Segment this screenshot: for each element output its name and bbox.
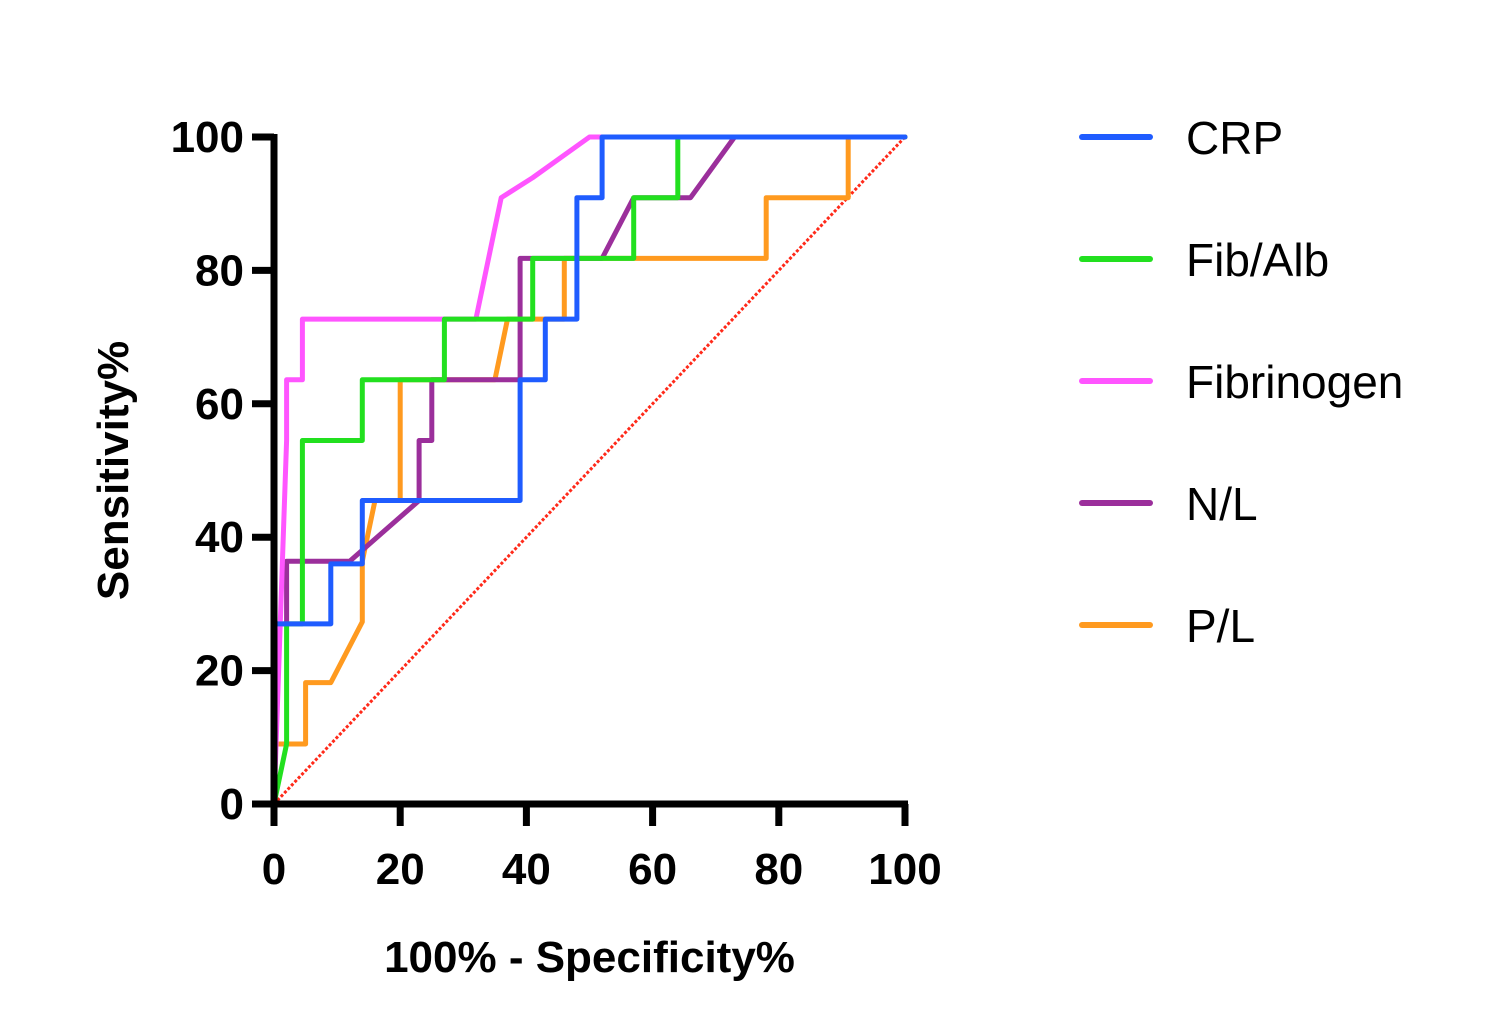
reference-layer: [272, 135, 907, 806]
legend: CRP Fib/Alb Fibrinogen N/L P/L: [1079, 112, 1403, 652]
y-tick-label-40: 40: [195, 513, 244, 562]
series-line-crp: [271, 134, 908, 807]
ticks-layer: 0 20 40 60 80 100 0 20 40 60 80 100: [171, 113, 942, 894]
x-tick-label-80: 80: [754, 845, 803, 894]
legend-label-n-l: N/L: [1186, 478, 1258, 530]
y-tick-label-20: 20: [195, 647, 244, 696]
series-layer: [271, 134, 908, 807]
y-tick-label-100: 100: [171, 113, 244, 162]
y-tick-label-0: 0: [220, 780, 244, 829]
reference-diagonal-line: [272, 135, 907, 806]
x-tick-label-100: 100: [868, 845, 941, 894]
x-tick-label-60: 60: [628, 845, 677, 894]
legend-label-crp: CRP: [1186, 112, 1283, 164]
series-line-fibrinogen: [271, 134, 908, 807]
y-tick-label-80: 80: [195, 246, 244, 295]
y-tick-label-60: 60: [195, 380, 244, 429]
legend-label-fib-alb: Fib/Alb: [1186, 234, 1329, 286]
x-axis-title: 100% - Specificity%: [384, 933, 795, 982]
legend-label-fibrinogen: Fibrinogen: [1186, 356, 1403, 408]
x-tick-label-0: 0: [262, 845, 286, 894]
x-tick-label-20: 20: [376, 845, 425, 894]
x-tick-label-40: 40: [502, 845, 551, 894]
axes-layer: [270, 134, 908, 808]
legend-label-p-l: P/L: [1186, 600, 1255, 652]
y-axis-title: Sensitivity%: [89, 341, 138, 600]
